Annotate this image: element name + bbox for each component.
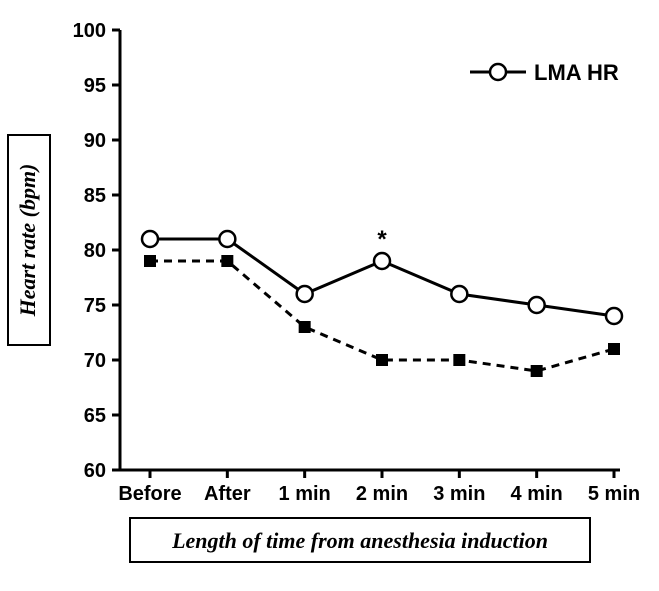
x-tick-label: 4 min xyxy=(511,483,563,505)
y-axis-label: Heart rate (bpm) xyxy=(15,164,40,318)
y-tick-label: 60 xyxy=(84,460,106,482)
series-marker-circle xyxy=(374,253,390,269)
y-tick-label: 75 xyxy=(84,295,106,317)
chart-container: 60 65 70 75 80 85 90 95 100 Before After 1 min 2 min… xyxy=(0,0,659,591)
series-marker-square xyxy=(376,354,388,366)
y-tick-label: 80 xyxy=(84,240,106,262)
series-marker-square xyxy=(453,354,465,366)
x-tick-label: Before xyxy=(118,483,181,505)
series-marker-square xyxy=(299,321,311,333)
y-tick-label: 95 xyxy=(84,75,106,97)
series-marker-square xyxy=(608,343,620,355)
x-tick-label: 2 min xyxy=(356,483,408,505)
series-marker-circle xyxy=(529,297,545,313)
y-tick-label: 90 xyxy=(84,130,106,152)
series-marker-square xyxy=(531,365,543,377)
series-marker-circle xyxy=(606,308,622,324)
series-marker-circle xyxy=(451,286,467,302)
x-tick-label: 1 min xyxy=(279,483,331,505)
series-marker-circle xyxy=(219,231,235,247)
x-axis-label: Length of time from anesthesia induction xyxy=(171,528,548,553)
series-marker-circle xyxy=(142,231,158,247)
y-tick-label: 65 xyxy=(84,405,106,427)
series-marker-circle xyxy=(297,286,313,302)
x-tick-label: 5 min xyxy=(588,483,640,505)
y-tick-label: 100 xyxy=(73,20,106,42)
x-tick-label: 3 min xyxy=(433,483,485,505)
annotation-star: * xyxy=(377,226,387,253)
x-tick-label: After xyxy=(204,483,251,505)
y-tick-label: 85 xyxy=(84,185,106,207)
series-marker-square xyxy=(144,255,156,267)
series-marker-square xyxy=(221,255,233,267)
legend-label: LMA HR xyxy=(534,60,619,85)
line-chart: 60 65 70 75 80 85 90 95 100 Before After 1 min 2 min… xyxy=(0,0,659,591)
y-tick-label: 70 xyxy=(84,350,106,372)
